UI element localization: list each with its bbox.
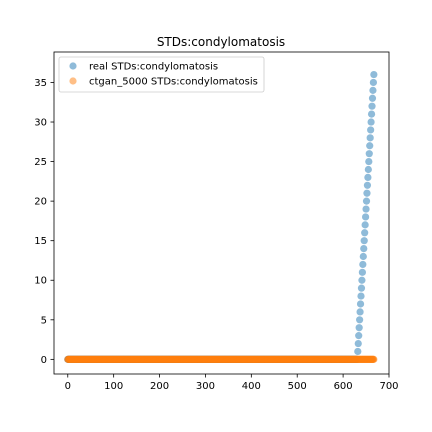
data-point [356,300,365,308]
data-point [368,102,376,110]
chart-title: STDs:condylomatosis [157,35,285,49]
y-tick-label: 5 [41,315,47,326]
y-tick-label: 35 [34,78,47,89]
data-point [360,237,368,245]
y-axis: 0 5 10 15 20 25 30 35 [34,78,54,366]
x-tick-label: 100 [104,381,123,392]
plot-frame [53,51,390,375]
data-point [354,347,362,356]
data-point [360,245,368,253]
data-point [356,316,364,324]
x-tick-label: 600 [334,381,353,392]
data-point [356,308,364,316]
x-tick-label: 400 [242,381,261,392]
x-axis: 0 100 200 300 400 500 600 700 [65,374,399,392]
data-point [370,70,378,79]
data-point [363,189,371,197]
x-tick-label: 0 [65,381,71,392]
x-tick-label: 500 [288,381,307,392]
data-point [357,284,366,292]
data-point [364,165,372,174]
series-ctgan [64,355,378,363]
data-point [362,197,371,205]
data-point [367,118,375,126]
legend-marker-real [69,62,77,70]
data-point [361,213,370,221]
x-tick-label: 200 [150,381,169,392]
data-point [367,110,376,118]
data-point [359,260,367,269]
y-tick-label: 25 [34,157,47,168]
data-point [354,339,362,348]
data-point [357,292,365,300]
y-tick-label: 10 [34,276,47,287]
y-tick-label: 20 [34,197,47,208]
data-point [364,173,372,181]
data-point [365,150,373,158]
data-point [359,252,367,261]
data-point [366,134,374,142]
y-tick-label: 15 [34,236,47,247]
data-point [365,157,373,166]
data-point [358,276,366,284]
data-point [369,78,377,87]
x-tick-label: 700 [379,381,398,392]
legend-marker-ctgan [69,77,77,85]
data-point [369,86,377,94]
data-point [355,332,363,340]
data-point [362,205,370,213]
legend: real STDs:condylomatosis ctgan_5000 STDs… [58,56,265,93]
data-point [368,94,377,102]
data-point [366,142,374,150]
data-point [358,268,366,276]
data-point [361,229,369,237]
data-point [361,221,369,229]
data-point [367,126,375,134]
legend-label-ctgan: ctgan_5000 STDs:condylomatosis [89,77,258,88]
y-tick-label: 0 [41,355,47,366]
data-point [370,355,378,363]
x-tick-label: 300 [196,381,215,392]
data-point [355,324,363,332]
data-point [363,181,372,189]
legend-box [58,56,265,93]
legend-label-real: real STDs:condylomatosis [89,62,218,73]
y-tick-label: 30 [34,118,47,129]
